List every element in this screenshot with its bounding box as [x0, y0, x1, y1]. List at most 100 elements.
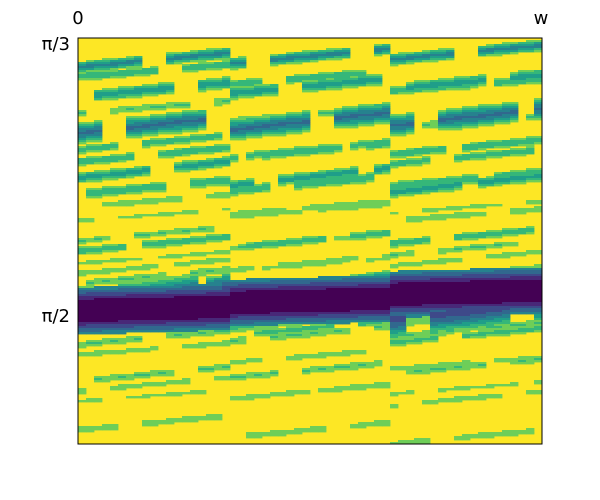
heatmap-cell [198, 116, 207, 119]
heatmap-cell [166, 370, 175, 373]
heatmap-cell [526, 300, 535, 303]
heatmap-cell [150, 72, 159, 75]
heatmap-cell [430, 280, 439, 283]
heatmap-cell [230, 248, 239, 251]
heatmap-cell [246, 242, 255, 245]
heatmap-cell [150, 374, 159, 377]
heatmap-cell [526, 276, 535, 279]
heatmap-cell [190, 318, 199, 321]
heatmap-cell [326, 298, 335, 301]
heatmap-cell [206, 162, 215, 165]
heatmap-cell [518, 174, 527, 177]
heatmap-cell [398, 300, 407, 303]
heatmap-cell [462, 86, 471, 89]
heatmap-cell [438, 112, 447, 115]
heatmap-cell [166, 318, 175, 321]
heatmap-cell [486, 234, 495, 237]
heatmap-cell [134, 266, 143, 269]
heatmap-cell [134, 92, 143, 95]
heatmap-cell [470, 436, 479, 439]
heatmap-cell [502, 110, 511, 113]
heatmap-cell [462, 288, 471, 291]
heatmap-cell [406, 290, 415, 293]
heatmap-cell [118, 350, 127, 353]
heatmap-cell [286, 182, 295, 185]
heatmap-cell [518, 172, 527, 175]
heatmap-cell [310, 312, 319, 315]
heatmap-cell [118, 76, 127, 79]
heatmap-cell [78, 426, 87, 429]
heatmap-cell [334, 174, 343, 177]
heatmap-cell [78, 246, 87, 249]
heatmap-cell [470, 154, 479, 157]
heatmap-cell [390, 182, 399, 185]
heatmap-cell [446, 328, 455, 331]
heatmap-cell [342, 110, 351, 113]
heatmap-cell [310, 152, 319, 155]
heatmap-cell [262, 322, 271, 325]
heatmap-cell [398, 282, 407, 285]
heatmap-cell [142, 188, 151, 191]
heatmap-cell [502, 306, 511, 309]
heatmap-cell [374, 302, 383, 305]
heatmap-cell [446, 120, 455, 123]
heatmap-cell [278, 320, 287, 323]
heatmap-cell [318, 284, 327, 287]
heatmap-cell [406, 312, 415, 315]
heatmap-cell [118, 338, 127, 341]
heatmap-cell [390, 340, 399, 343]
heatmap-cell [326, 110, 335, 113]
heatmap-cell [86, 288, 95, 291]
heatmap-cell [78, 322, 87, 325]
heatmap-cell [470, 108, 479, 111]
heatmap-cell [494, 256, 503, 259]
heatmap-cell [390, 164, 399, 167]
heatmap-cell [486, 314, 495, 317]
heatmap-cell [198, 80, 207, 83]
heatmap-cell [110, 66, 119, 69]
heatmap-cell [534, 50, 543, 53]
heatmap-cell [254, 128, 263, 131]
heatmap-cell [358, 274, 367, 277]
heatmap-cell [206, 64, 215, 67]
heatmap-cell [134, 94, 143, 97]
heatmap-cell [246, 94, 255, 97]
heatmap-cell [110, 316, 119, 319]
heatmap-cell [342, 76, 351, 79]
heatmap-cell [262, 310, 271, 313]
heatmap-cell [254, 212, 263, 215]
heatmap-cell [102, 320, 111, 323]
heatmap-cell [110, 98, 119, 101]
heatmap-cell [534, 296, 543, 299]
heatmap-cell [494, 172, 503, 175]
heatmap-cell [438, 178, 447, 181]
heatmap-cell [462, 298, 471, 301]
heatmap-cell [206, 332, 215, 335]
heatmap-cell [374, 258, 383, 261]
heatmap-cell [102, 308, 111, 311]
heatmap-cell [110, 170, 119, 173]
heatmap-cell [254, 210, 263, 213]
heatmap-cell [334, 296, 343, 299]
heatmap-cell [286, 390, 295, 393]
heatmap-cell [262, 302, 271, 305]
heatmap-cell [190, 122, 199, 125]
heatmap-cell [166, 302, 175, 305]
heatmap-cell [246, 434, 255, 437]
heatmap-cell [166, 422, 175, 425]
heatmap-cell [318, 56, 327, 59]
heatmap-cell [126, 294, 135, 297]
heatmap-cell [190, 164, 199, 167]
heatmap-cell [142, 184, 151, 187]
heatmap-cell [454, 272, 463, 275]
heatmap-cell [350, 296, 359, 299]
heatmap-cell [286, 238, 295, 241]
heatmap-cell [190, 212, 199, 215]
heatmap-cell [462, 232, 471, 235]
heatmap-cell [374, 108, 383, 111]
heatmap-cell [478, 104, 487, 107]
heatmap-cell [326, 332, 335, 335]
heatmap-cell [406, 62, 415, 65]
heatmap-cell [222, 308, 231, 311]
heatmap-cell [318, 170, 327, 173]
